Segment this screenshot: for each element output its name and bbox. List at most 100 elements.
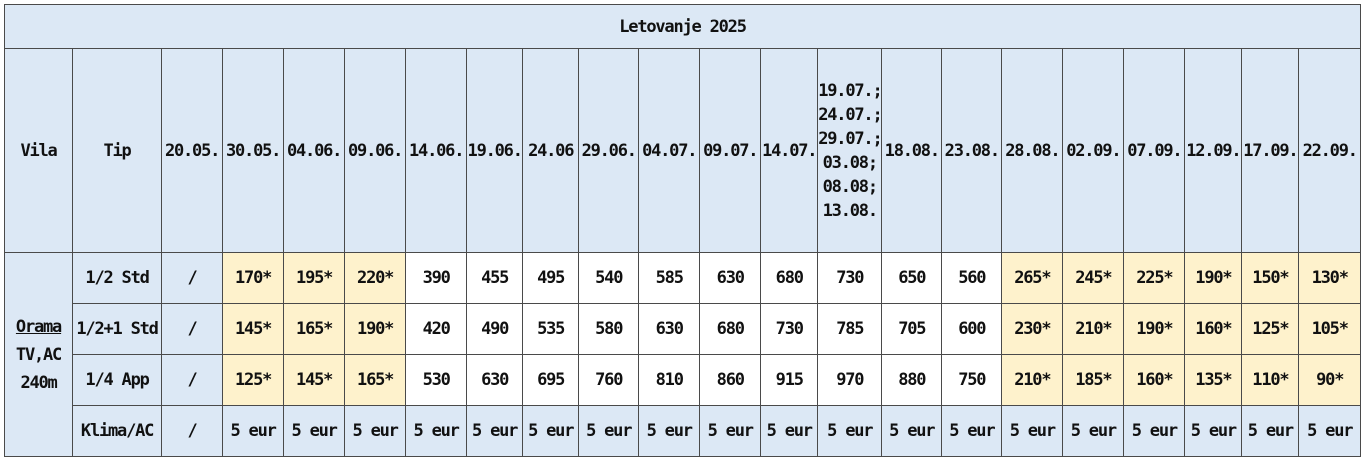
price-cell: / [161, 354, 224, 406]
header-date: 09.06. [344, 48, 407, 253]
header-date: 09.07. [699, 48, 762, 253]
price-cell: 160* [1123, 354, 1186, 406]
price-cell: 540 [578, 252, 640, 304]
vila-amenities: TV,AC [15, 344, 62, 365]
header-date: 23.08. [941, 48, 1003, 253]
title-row: Letovanje 2025 [4, 4, 1361, 49]
price-cell: 5 eur [881, 405, 943, 457]
price-cell: 695 [522, 354, 580, 406]
header-date-line: 29.07.; [818, 128, 882, 149]
price-cell: 5 eur [283, 405, 346, 457]
header-date: 19.06. [466, 48, 524, 253]
table-row: Klima/AC/5 eur 5 eur 5 eur 5 eur 5 eur 5 eur 5… [5, 405, 1361, 457]
header-date-line: 19.07.; [818, 80, 882, 101]
price-cell: 5 eur [466, 405, 524, 457]
price-cell: 490 [466, 303, 524, 355]
price-cell: 630 [638, 303, 701, 355]
header-date: 24.06 [522, 48, 580, 253]
price-cell: 5 eur [1184, 405, 1243, 457]
table-row: Orama TV,AC 240m 1/2 Std/170* 195* 220* 390 455… [3, 252, 1361, 457]
price-cell: 705 [881, 303, 943, 355]
price-cell: 495 [522, 252, 580, 304]
price-cell: 225* [1123, 252, 1186, 304]
price-cell: / [161, 303, 224, 355]
header-date: 18.08. [881, 48, 943, 253]
header-row: Vila Tip 20.05. 30.05. 04.06. 09.06. 14.06. 1… [3, 48, 1361, 253]
vila-distance: 240m [20, 372, 57, 393]
price-cell: 915 [760, 354, 819, 406]
price-cell: 210* [1001, 354, 1064, 406]
price-cell: 5 eur [1241, 405, 1300, 457]
vila-name-link[interactable]: Orama [15, 316, 62, 337]
price-cell: 750 [941, 354, 1003, 406]
header-date: 17.09. [1241, 48, 1300, 253]
price-cell: 5 eur [1123, 405, 1186, 457]
price-cell: 190* [1123, 303, 1186, 355]
price-cell: 125* [222, 354, 285, 406]
price-cell: 810 [638, 354, 701, 406]
price-cell: 630 [699, 252, 762, 304]
header-date: 02.09. [1062, 48, 1125, 253]
vila-cell: Orama TV,AC 240m [3, 252, 74, 457]
room-type-cell: 1/2+1 Std [72, 303, 163, 355]
price-cell: 190* [344, 303, 407, 355]
vila-info: Orama TV,AC 240m [6, 313, 72, 397]
header-date: 14.07. [760, 48, 819, 253]
price-cell: 455 [466, 252, 524, 304]
header-date: 14.06. [405, 48, 468, 253]
price-cell: 860 [699, 354, 762, 406]
price-cell: 90* [1298, 354, 1361, 406]
price-cell: 5 eur [1298, 405, 1361, 457]
price-cell: 145* [222, 303, 285, 355]
price-cell: 245* [1062, 252, 1125, 304]
price-cell: 680 [699, 303, 762, 355]
table-row: 1/4 App/125* 145* 165* 530 630 695 760 810 860 91… [5, 354, 1361, 406]
price-cell: 165* [283, 303, 346, 355]
price-cell: 135* [1184, 354, 1243, 406]
price-cell: 5 eur [638, 405, 701, 457]
price-cell: 185* [1062, 354, 1125, 406]
header-date: 12.09. [1184, 48, 1243, 253]
header-date: 20.05. [161, 48, 224, 253]
price-cell: 5 eur [760, 405, 819, 457]
price-cell: 265* [1001, 252, 1064, 304]
price-cell: 5 eur [344, 405, 407, 457]
header-date-line: 08.08; [822, 176, 878, 197]
price-cell: 160* [1184, 303, 1243, 355]
price-cell: 110* [1241, 354, 1300, 406]
price-cell: 220* [344, 252, 407, 304]
header-date: 04.06. [283, 48, 346, 253]
price-cell: 150* [1241, 252, 1300, 304]
price-cell: 125* [1241, 303, 1300, 355]
price-cell: 600 [941, 303, 1003, 355]
header-date: 22.09. [1298, 48, 1361, 253]
price-cell: 195* [283, 252, 346, 304]
price-cell: 170* [222, 252, 285, 304]
room-type-cell: 1/4 App [72, 354, 163, 406]
price-cell: 580 [578, 303, 640, 355]
price-cell: 5 eur [1001, 405, 1064, 457]
price-cell: 165* [344, 354, 407, 406]
price-cell: 730 [817, 252, 883, 304]
room-type-cell: Klima/AC [72, 405, 163, 457]
price-cell: 880 [881, 354, 943, 406]
price-cell: 530 [405, 354, 468, 406]
price-cell: 5 eur [1062, 405, 1125, 457]
header-date: 28.08. [1001, 48, 1064, 253]
price-cell: 130* [1298, 252, 1361, 304]
price-cell: 970 [817, 354, 883, 406]
price-cell: 190* [1184, 252, 1243, 304]
table-title: Letovanje 2025 [4, 4, 1361, 49]
header-date: 04.07. [638, 48, 701, 253]
price-cell: 5 eur [222, 405, 285, 457]
header-date-line: 13.08. [822, 200, 878, 221]
price-table: Letovanje 2025 Vila Tip 20.05. 30.05. 04.0… [3, 4, 1361, 457]
price-cell: 145* [283, 354, 346, 406]
price-cell: 210* [1062, 303, 1125, 355]
header-date: 29.06. [578, 48, 640, 253]
price-cell: 390 [405, 252, 468, 304]
price-cell: / [161, 405, 224, 457]
header-date: 30.05. [222, 48, 285, 253]
price-cell: 760 [578, 354, 640, 406]
price-cell: 535 [522, 303, 580, 355]
